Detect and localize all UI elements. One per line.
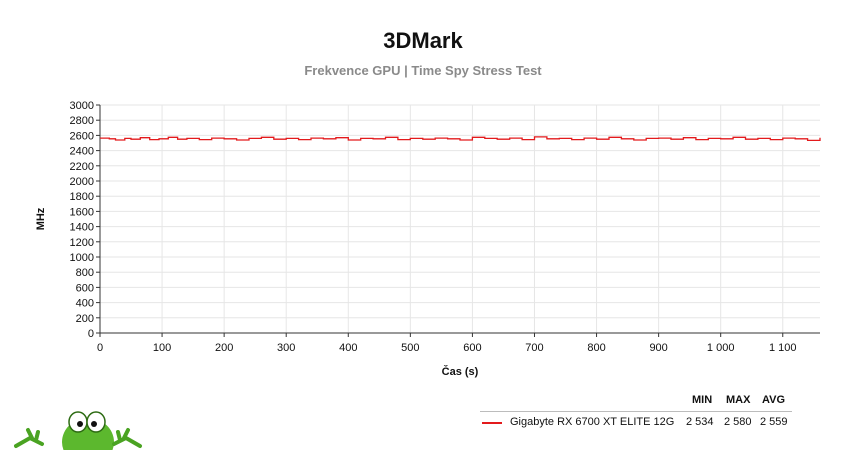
stats-header-max: MAX <box>726 394 751 406</box>
x-tick-label: 0 <box>97 342 103 354</box>
y-tick-label: 1200 <box>70 237 94 249</box>
mascot-hand-right <box>112 428 142 448</box>
x-tick-label: 1 000 <box>707 342 735 354</box>
y-tick-label: 1800 <box>70 191 94 203</box>
mascot-pupil-right <box>91 421 97 427</box>
x-tick-label: 600 <box>463 342 481 354</box>
series-layer <box>100 136 821 142</box>
x-tick-label: 100 <box>153 342 171 354</box>
legend-series-name: Gigabyte RX 6700 XT ELITE 12G <box>510 416 675 428</box>
x-axis-label: Čas (s) <box>442 365 479 378</box>
y-tick-label: 3000 <box>70 100 94 112</box>
stats-min-value: 2 534 <box>686 416 714 428</box>
y-tick-label: 2800 <box>70 115 94 127</box>
y-tick-label: 200 <box>76 313 94 325</box>
stats-divider <box>480 411 792 412</box>
x-tick-label: 500 <box>401 342 419 354</box>
y-tick-label: 1000 <box>70 252 94 264</box>
axes: 0200400600800100012001400160018002000220… <box>70 100 820 354</box>
y-tick-label: 2000 <box>70 176 94 188</box>
x-tick-label: 700 <box>525 342 543 354</box>
chart-title: 3DMark <box>383 28 463 53</box>
y-tick-label: 800 <box>76 267 94 279</box>
y-tick-label: 400 <box>76 298 94 310</box>
y-tick-label: 2200 <box>70 161 94 173</box>
legend-swatch <box>482 422 502 424</box>
mascot-pupil-left <box>77 421 83 427</box>
y-tick-label: 1400 <box>70 222 94 234</box>
stats-header-avg: AVG <box>762 394 786 406</box>
y-axis-label: MHz <box>35 207 47 230</box>
x-tick-label: 400 <box>339 342 357 354</box>
y-tick-label: 600 <box>76 282 94 294</box>
mascot-hand-left <box>14 428 44 448</box>
x-tick-label: 900 <box>649 342 667 354</box>
x-tick-label: 1 100 <box>769 342 797 354</box>
stats-max-value: 2 580 <box>724 416 752 428</box>
stats-avg-value: 2 559 <box>760 416 788 428</box>
mascot-logo <box>14 411 142 450</box>
x-tick-label: 300 <box>277 342 295 354</box>
series-line <box>100 136 821 142</box>
y-tick-label: 0 <box>88 328 94 340</box>
chart-subtitle: Frekvence GPU | Time Spy Stress Test <box>304 63 542 78</box>
x-tick-label: 800 <box>587 342 605 354</box>
chart-plot: 0200400600800100012001400160018002000220… <box>35 100 821 378</box>
y-tick-label: 1600 <box>70 206 94 218</box>
stats-header-min: MIN <box>692 394 713 406</box>
x-tick-label: 200 <box>215 342 233 354</box>
y-tick-label: 2600 <box>70 130 94 142</box>
y-tick-label: 2400 <box>70 146 94 158</box>
